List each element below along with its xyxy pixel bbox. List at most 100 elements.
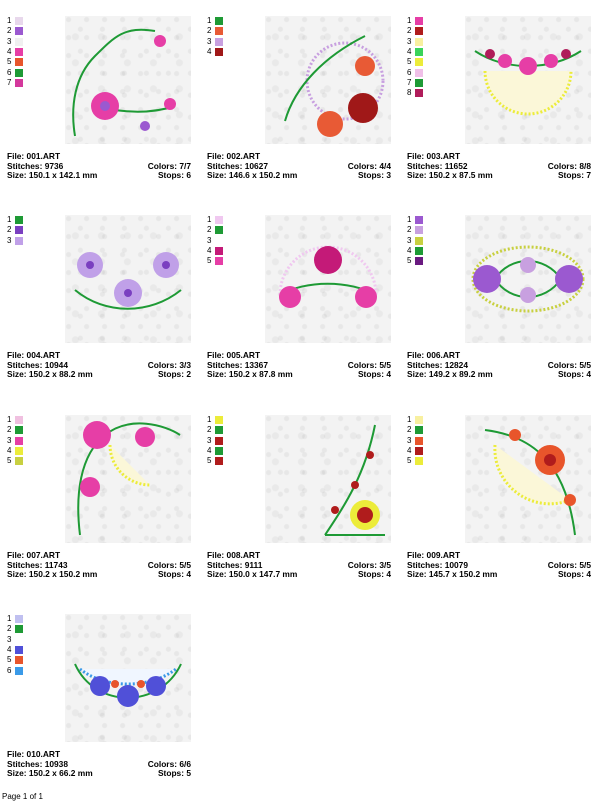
swatch-chip [415,58,423,67]
design-size: Size: 150.2 x 88.2 mm [7,369,93,379]
stop-count: Stops: 6 [157,170,191,180]
swatch-number: 2 [407,225,412,235]
embroidery-preview-006 [465,215,591,343]
swatch-chip [415,436,423,445]
color-swatch: 5 [7,655,29,665]
design-info: File: 005.ART Stitches: 13367 Colors: 5/5… [207,350,391,380]
swatch-number: 2 [7,425,12,435]
design-size: Size: 146.6 x 150.2 mm [207,170,298,180]
design-size: Size: 150.2 x 150.2 mm [7,569,98,579]
design-size: Size: 150.2 x 87.8 mm [207,369,293,379]
color-swatch: 5 [7,57,29,67]
design-size: Size: 150.2 x 66.2 mm [7,768,93,778]
swatch-number: 4 [7,47,12,57]
stop-count: Stops: 4 [557,569,591,579]
swatch-chip [15,37,23,46]
stop-count: Stops: 5 [157,768,191,778]
color-swatch: 8 [407,88,429,98]
swatch-number: 6 [7,665,12,675]
swatch-chip [15,615,23,624]
stitch-count: Stitches: 11652 [407,160,468,171]
file-name: File: 008.ART [207,550,261,560]
color-swatch: 1 [7,16,29,26]
swatch-chip [415,78,423,87]
swatch-number: 2 [207,26,212,36]
stitch-count: Stitches: 10627 [207,160,268,171]
stitch-count: Stitches: 10079 [407,559,468,570]
design-size: Size: 145.7 x 150.2 mm [407,569,498,579]
color-swatch: 3 [7,236,29,246]
swatch-number: 3 [407,435,412,445]
color-swatch: 2 [207,225,229,235]
swatch-number: 2 [407,26,412,36]
design-info: File: 008.ART Stitches: 9111 Colors: 3/5 … [207,550,391,580]
swatch-chip [415,447,423,456]
swatch-number: 1 [407,16,412,26]
swatch-number: 1 [207,16,212,26]
color-swatch: 6 [7,665,29,675]
swatch-chip [415,37,423,46]
swatch-number: 6 [7,67,12,77]
stitch-count: Stitches: 9736 [7,160,64,171]
color-swatch: 6 [7,67,29,77]
swatch-chip [415,48,423,57]
color-swatch: 5 [407,256,429,266]
swatch-chip [215,416,223,425]
color-swatch: 1 [407,16,429,26]
swatch-number: 6 [407,67,412,77]
color-swatch: 1 [407,215,429,225]
color-swatch: 4 [7,446,29,456]
swatch-chip [415,226,423,235]
color-swatch: 2 [407,225,429,235]
floral-triangle-art [324,424,385,536]
swatch-number: 3 [207,36,212,46]
swatch-chip [215,37,223,46]
swatch-number: 1 [7,415,12,425]
embroidery-preview-007 [65,415,191,543]
floral-corner-art [77,421,181,536]
color-swatch: 4 [207,47,229,57]
swatch-chip [215,247,223,256]
color-count: Colors: 5/5 [347,359,391,370]
floral-corner-art [72,28,176,137]
swatch-number: 5 [207,456,212,466]
swatch-chip [215,426,223,435]
swatch-chip [15,666,23,675]
swatch-chip [15,436,23,445]
swatch-chip [215,236,223,245]
embroidery-preview-004 [65,215,191,343]
stitch-count: Stitches: 9111 [207,559,263,570]
swatch-chip [15,656,23,665]
color-swatch: 1 [7,415,29,425]
color-swatch: 3 [207,37,229,47]
file-name: File: 003.ART [407,151,461,161]
swatch-number: 3 [207,235,212,245]
swatch-number: 1 [407,215,412,225]
swatch-number: 7 [407,77,412,87]
swatch-number: 3 [407,235,412,245]
swatch-chip [215,17,223,26]
color-swatch: 4 [7,47,29,57]
swatch-number: 5 [7,655,12,665]
color-swatch: 1 [407,415,429,425]
swatch-number: 1 [7,215,12,225]
color-swatch: 5 [407,57,429,67]
swatch-number: 3 [7,435,12,445]
swatch-number: 2 [7,26,12,36]
swatch-chip [415,27,423,36]
swatch-number: 5 [407,256,412,266]
stitch-count: Stitches: 10938 [7,758,68,769]
color-swatch: 5 [407,456,429,466]
swatch-chip [215,257,223,266]
swatch-chip [15,625,23,634]
swatch-number: 1 [207,415,212,425]
swatch-number: 5 [7,57,12,67]
swatch-number: 3 [207,435,212,445]
file-name: File: 002.ART [207,151,261,161]
